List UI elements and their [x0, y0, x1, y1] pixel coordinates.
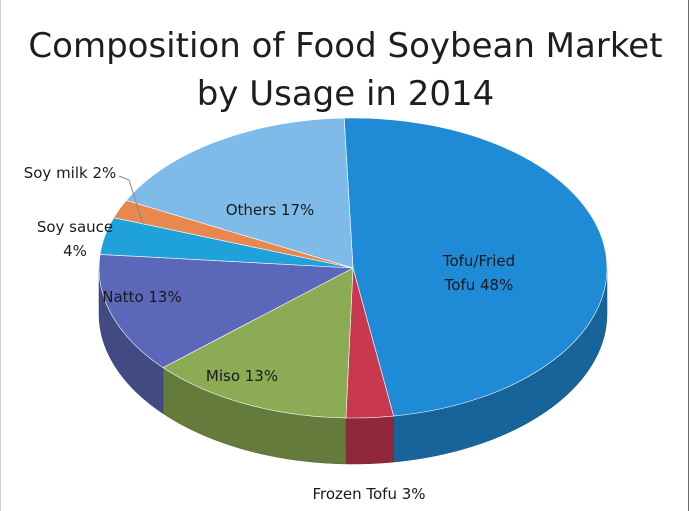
label-frozen-tofu-line: Frozen Tofu 3%	[312, 485, 425, 503]
label-others: Others 17%	[226, 201, 315, 219]
chart-title-line-1: Composition of Food Soybean Market	[28, 26, 663, 66]
chart-title-line-2: by Usage in 2014	[196, 74, 495, 114]
pie-top-faces	[98, 117, 608, 419]
label-soy-sauce-line: Soy sauce	[37, 218, 113, 236]
slice-tofu-fried-tofu	[343, 117, 608, 417]
label-natto: Natto 13%	[102, 288, 181, 306]
label-soy-sauce: Soy sauce 4%	[37, 218, 113, 260]
slice-natto	[98, 254, 355, 368]
slice-others	[125, 117, 354, 269]
label-frozen-tofu: Frozen Tofu 3%	[312, 485, 425, 503]
chart-title: Composition of Food Soybean Market by Us…	[1, 22, 689, 118]
label-others-line: Others 17%	[226, 201, 315, 219]
label-natto-line: Natto 13%	[102, 288, 181, 306]
slice-miso	[162, 267, 354, 419]
label-tofu-fried-tofu-line: Tofu 48%	[444, 276, 514, 294]
label-tofu-fried-tofu: Tofu/Fried Tofu 48%	[442, 252, 515, 294]
label-soy-milk-line: Soy milk 2%	[24, 164, 117, 182]
label-miso-line: Miso 13%	[206, 367, 278, 385]
label-soy-sauce-line: 4%	[63, 242, 87, 260]
slice-labels: Tofu/Fried Tofu 48% Frozen Tofu 3% Miso 13%…	[24, 164, 515, 503]
label-miso: Miso 13%	[206, 367, 278, 385]
label-soy-milk: Soy milk 2%	[24, 164, 117, 182]
label-tofu-fried-tofu-line: Tofu/Fried	[442, 252, 515, 270]
slice-side-frozen-tofu	[345, 415, 394, 465]
leader-line-soy-milk	[118, 175, 144, 225]
